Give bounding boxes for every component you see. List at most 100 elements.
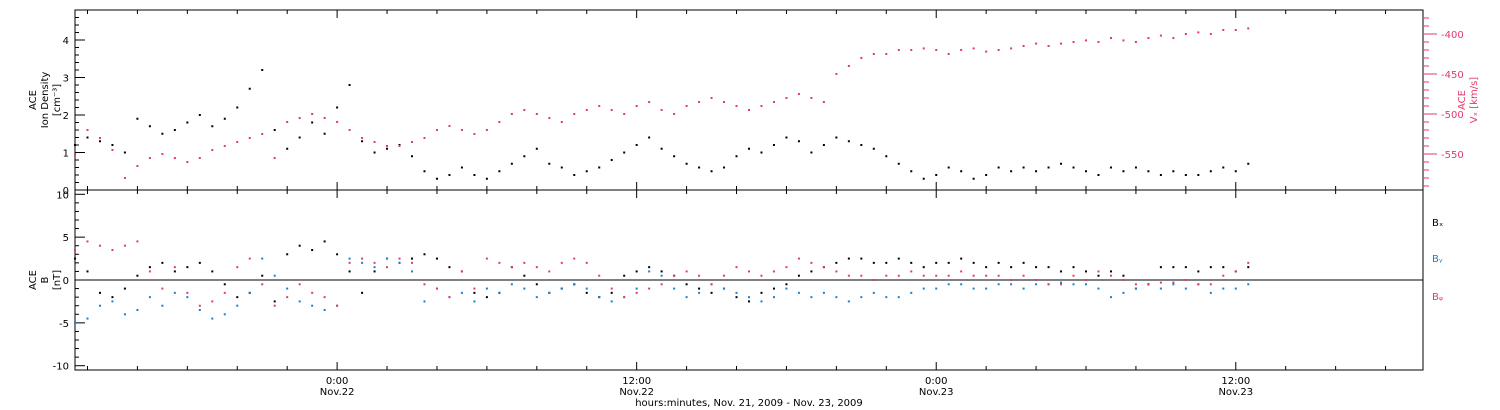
density-point	[236, 106, 239, 109]
bx-point	[98, 291, 101, 294]
bx-point	[286, 253, 289, 256]
density-axis-ticks: 0 1 2 3 4	[63, 17, 85, 197]
by-point	[323, 309, 326, 311]
magnetic-field-panel: -10 -5 0 5 10 ACE B [nT] Bₓ Bᵧ Bᵩ	[28, 189, 1443, 373]
density-point	[248, 87, 251, 90]
bx-point	[348, 270, 351, 273]
bz-point	[1234, 270, 1237, 273]
bz-point	[585, 261, 588, 264]
bz-point	[1147, 283, 1150, 286]
by-point	[560, 287, 563, 290]
bx-point	[985, 266, 988, 269]
speed-point	[523, 109, 526, 111]
by-point	[473, 300, 476, 303]
bx-point	[198, 261, 201, 264]
bz-point	[822, 266, 825, 269]
bz-point	[910, 270, 913, 273]
density-point	[311, 121, 314, 124]
bz-point	[198, 304, 201, 307]
speed-point	[148, 157, 151, 159]
bz-point	[573, 257, 576, 260]
bz-point	[698, 274, 701, 277]
density-tick-label: 3	[63, 74, 69, 85]
bx-point	[872, 261, 875, 264]
speed-point	[698, 101, 701, 103]
by-point	[1060, 281, 1063, 284]
by-point	[735, 291, 738, 294]
speed-point	[810, 97, 813, 99]
by-point	[860, 296, 863, 299]
density-point	[897, 162, 900, 165]
speed-point	[460, 129, 463, 131]
bz-point	[860, 274, 863, 277]
density-point	[1209, 170, 1212, 173]
density-point	[361, 140, 364, 143]
density-point	[997, 166, 1000, 169]
bz-point	[735, 266, 738, 269]
by-point	[610, 300, 613, 303]
by-point	[1222, 287, 1225, 290]
speed-point	[922, 47, 925, 50]
bx-point	[423, 253, 426, 256]
by-point	[835, 296, 838, 299]
by-point	[98, 304, 101, 307]
by-point	[485, 287, 488, 290]
speed-point	[648, 101, 651, 103]
bz-point	[211, 300, 214, 303]
bx-point	[448, 266, 451, 269]
bx-point	[585, 291, 588, 294]
bz-point	[1209, 283, 1212, 286]
density-point	[535, 147, 538, 150]
bx-point	[935, 261, 938, 264]
bz-point	[623, 296, 626, 299]
bx-point	[473, 291, 476, 294]
bz-point	[1184, 279, 1187, 281]
density-point	[610, 159, 613, 161]
bx-point	[86, 270, 89, 273]
time-tick-label: 0:00	[326, 376, 348, 387]
bz-point	[635, 291, 638, 294]
bx-point	[835, 261, 838, 264]
bz-point	[460, 270, 463, 273]
bx-point	[535, 283, 538, 286]
bx-point	[323, 240, 326, 243]
by-point	[198, 309, 201, 311]
by-point	[1122, 291, 1125, 294]
density-ylabel-line2: Ion Density	[40, 72, 51, 129]
by-point	[997, 283, 1000, 286]
bx-point	[1222, 266, 1225, 269]
bx-point	[111, 296, 114, 299]
density-point	[1197, 174, 1200, 176]
bx-point	[211, 270, 214, 273]
top-panel-time-ticks	[86, 10, 1387, 190]
speed-tick-label: -550	[1441, 150, 1464, 161]
by-point	[148, 296, 151, 299]
by-point	[348, 257, 351, 260]
density-point	[186, 121, 189, 124]
by-point	[386, 257, 389, 260]
by-point	[173, 291, 176, 294]
bx-point	[161, 261, 164, 264]
speed-point	[1072, 41, 1075, 43]
bx-point	[261, 274, 264, 277]
bz-point	[685, 270, 688, 273]
top-panel-frame	[74, 9, 1424, 191]
speed-point	[910, 49, 913, 51]
density-point	[448, 174, 451, 176]
bz-point	[373, 261, 376, 264]
speed-point	[1209, 33, 1212, 35]
speed-point	[261, 133, 264, 135]
bz-point	[386, 266, 389, 269]
bz-point	[648, 287, 651, 290]
by-point	[698, 291, 701, 294]
bz-point	[1134, 283, 1137, 286]
by-point	[1172, 283, 1175, 286]
speed-point	[872, 53, 875, 55]
by-point	[1184, 287, 1187, 290]
bz-point	[323, 296, 326, 299]
by-point	[1209, 291, 1212, 294]
b-ylabel-line1: ACE	[28, 270, 39, 290]
density-point	[723, 166, 726, 169]
bx-point	[960, 257, 963, 260]
density-point	[972, 177, 975, 180]
